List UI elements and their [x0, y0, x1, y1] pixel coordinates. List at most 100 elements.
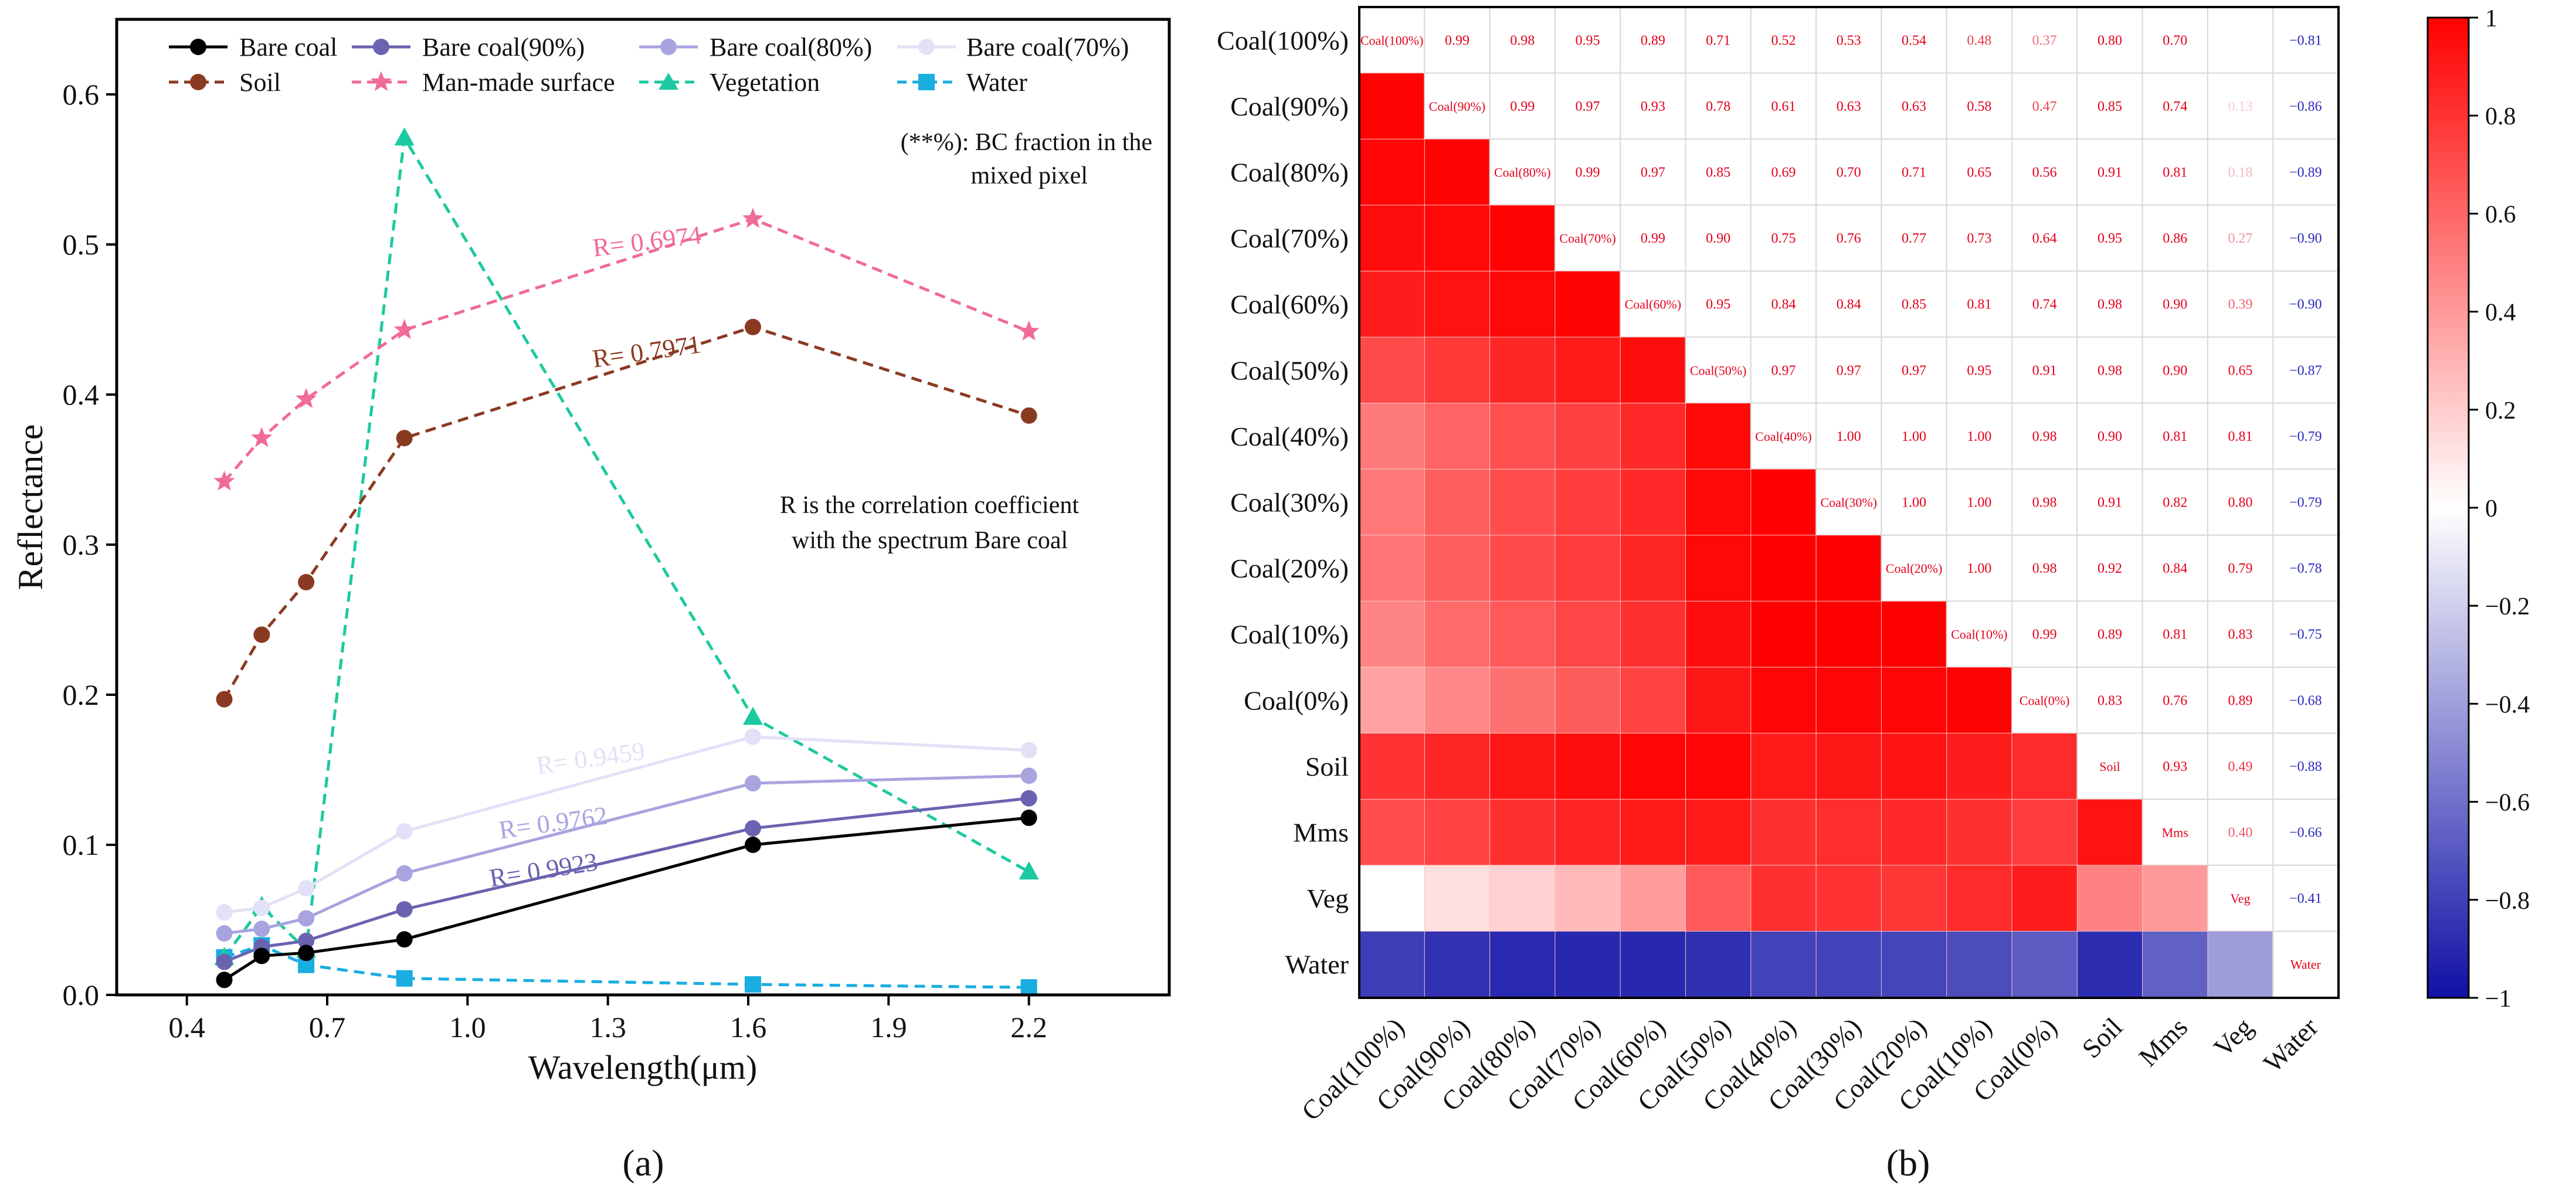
heatmap-cell [1685, 667, 1752, 734]
y-axis-title-a: Reflectance [11, 424, 50, 590]
heatmap-diagonal-label: Soil [2099, 759, 2120, 774]
heatmap-value-label: 0.81 [2163, 165, 2187, 181]
heatmap-value-label: 0.98 [2032, 429, 2057, 444]
legend-label-water: Water [966, 68, 1027, 97]
row-label-soil: Soil [1305, 752, 1349, 782]
heatmap-value-label: −0.90 [2289, 231, 2322, 246]
heatmap-diagonal-label: Coal(100%) [1360, 33, 1424, 47]
heatmap-cell-empty [2076, 667, 2143, 734]
heatmap-value-label: −0.79 [2289, 429, 2322, 444]
heatmap-cell [1424, 205, 1491, 272]
heatmap-value-label: 1.00 [1967, 561, 1991, 576]
legend-label-vegetation: Vegetation [710, 68, 820, 97]
column-label-mms: Mms [2133, 1012, 2193, 1072]
heatmap-cell-empty [2141, 270, 2208, 338]
heatmap-cell [1489, 930, 1556, 998]
heatmap-cell [1946, 667, 2012, 734]
heatmap-cell [1555, 930, 1621, 998]
heatmap-cell [1881, 930, 1947, 998]
heatmap-cell [1489, 535, 1556, 602]
x-tick-label: 1.9 [870, 1011, 907, 1044]
heatmap-cell [1359, 865, 1426, 932]
heatmap-cell-empty [2076, 72, 2143, 140]
data-point-bare-coal-80 [216, 925, 233, 942]
heatmap-value-label: 0.77 [1902, 231, 1926, 246]
y-tick-label: 0.4 [63, 378, 100, 411]
heatmap-cell-empty [1881, 6, 1947, 74]
heatmap-value-label: −0.87 [2289, 363, 2322, 378]
heatmap-cell [1424, 535, 1491, 602]
heatmap-cell [2076, 865, 2143, 932]
heatmap-cell [1424, 799, 1491, 866]
data-point-soil [744, 318, 761, 335]
heatmap-cell [1359, 337, 1426, 404]
correlation-annotation: R= 0.9762 [497, 801, 609, 844]
heatmap-cell-empty [1554, 72, 1621, 140]
legend-a: Bare coal Bare coal(90%) Bare coal(80%) … [169, 33, 1129, 97]
heatmap-cell-empty [1750, 337, 1817, 404]
heatmap-cell [1555, 535, 1621, 602]
heatmap-cell-empty [2141, 72, 2208, 140]
row-label-coal-30: Coal(30%) [1230, 488, 1349, 518]
heatmap-cell [1750, 600, 1817, 668]
heatmap-cell-empty [2011, 600, 2078, 668]
data-point-soil [298, 574, 315, 590]
heatmap-value-label: 0.83 [2098, 693, 2122, 708]
heatmap-value-label: 0.84 [1837, 297, 1861, 312]
row-label-coal-40: Coal(40%) [1230, 422, 1349, 451]
heatmap-value-label: 0.37 [2032, 33, 2057, 48]
heatmap-value-label: 0.90 [2163, 363, 2187, 378]
heatmap-cell [1489, 337, 1556, 404]
data-point-bare-coal [744, 837, 761, 853]
colorbar-tick-label: 1 [2485, 5, 2497, 32]
heatmap-cell [1620, 600, 1686, 668]
plot-frame-a [115, 18, 1171, 997]
heatmap-cell [1359, 667, 1426, 734]
heatmap-cell [1750, 468, 1817, 536]
heatmap-value-label: 0.71 [1706, 33, 1730, 48]
y-tick-label: 0.1 [63, 828, 100, 861]
heatmap-value-label: 0.98 [2032, 495, 2057, 511]
heatmap-value-label: 0.65 [1967, 165, 1991, 181]
data-point-bare-coal-80 [253, 920, 270, 937]
panel-label-b: (b) [1886, 1142, 1930, 1184]
heatmap-value-label: 0.95 [1706, 297, 1730, 312]
heatmap-cell [1489, 600, 1556, 668]
y-tick-label: 0.2 [63, 678, 100, 711]
heatmap-cell [1489, 205, 1556, 272]
heatmap-value-label: 0.99 [1641, 231, 1665, 246]
heatmap-cell-empty [1750, 72, 1817, 140]
heatmap-value-label: −0.66 [2289, 825, 2322, 841]
heatmap-value-label: 0.74 [2032, 297, 2057, 312]
heatmap-cell [1424, 468, 1491, 536]
note-correlation-1: R is the correlation coefficient [780, 492, 1079, 519]
x-tick-label: 1.6 [730, 1011, 767, 1044]
heatmap-cell-empty [1946, 468, 2012, 536]
legend-label-bare-coal-80: Bare coal(80%) [710, 33, 872, 62]
heatmap-cell-empty [1881, 534, 1947, 602]
heatmap-value-label: 1.00 [1967, 495, 1991, 511]
data-point-bare-coal-70 [253, 899, 270, 916]
data-point-vegetation [1019, 861, 1039, 880]
heatmap-cell-empty [1750, 138, 1817, 206]
x-tick-label: 1.3 [589, 1011, 626, 1044]
heatmap-value-label: 0.76 [2163, 693, 2187, 708]
heatmap-value-label: 0.80 [2228, 495, 2253, 511]
data-point-bare-coal-80 [298, 910, 315, 927]
colorbar-tick-label: −0.6 [2485, 790, 2530, 817]
heatmap-cell [1620, 337, 1686, 404]
heatmap-value-label: 0.53 [1837, 33, 1861, 48]
heatmap-cell [1359, 270, 1426, 338]
heatmap-cell-empty [1685, 204, 1752, 272]
heatmap-cell [1620, 799, 1686, 866]
heatmap-cell [1620, 733, 1686, 800]
heatmap-cell [1424, 138, 1491, 206]
data-point-bare-coal-70 [1020, 742, 1037, 759]
heatmap-cell [1815, 799, 1882, 866]
heatmap-diagonal-label: Coal(30%) [1820, 495, 1877, 510]
heatmap-cell-empty [1620, 138, 1686, 206]
heatmap-cell-empty [1815, 468, 1882, 536]
heatmap-cell [1489, 403, 1556, 470]
row-label-coal-100: Coal(100%) [1217, 25, 1349, 55]
